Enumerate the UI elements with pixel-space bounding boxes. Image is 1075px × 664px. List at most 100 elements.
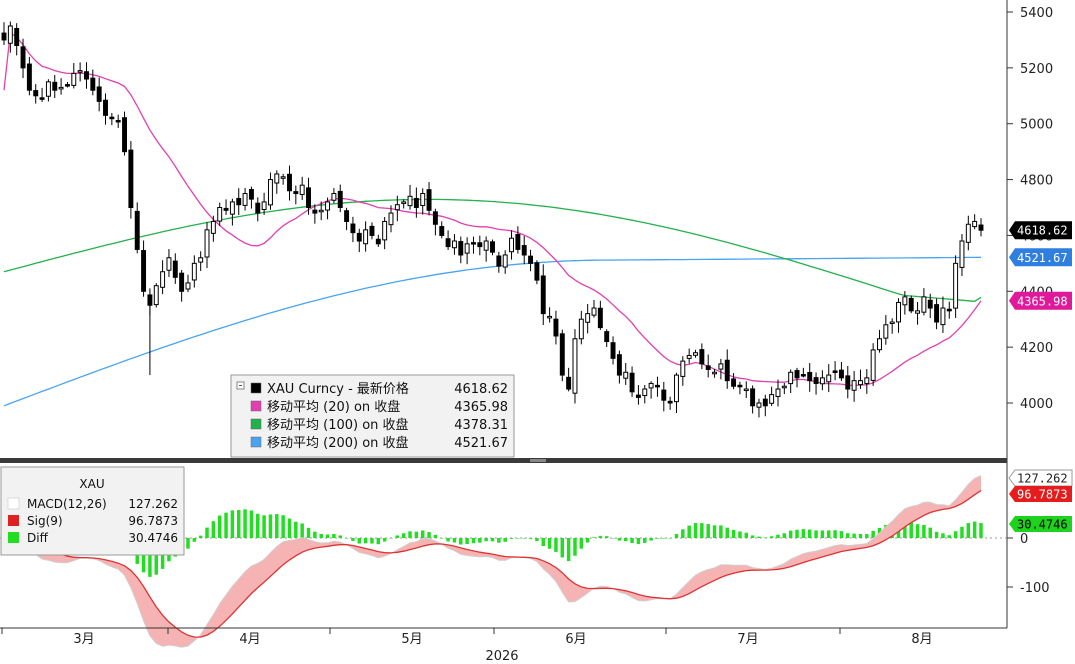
legend-series-value: 4618.62 — [454, 382, 508, 397]
y-tick-label: 0 — [1020, 532, 1028, 547]
candle — [667, 396, 673, 410]
candle-body — [737, 384, 743, 388]
histogram-bar — [643, 538, 647, 543]
histogram-bar — [490, 538, 495, 542]
candle-body — [103, 99, 108, 116]
histogram-bar — [497, 538, 501, 543]
candle — [566, 367, 572, 392]
candle — [287, 165, 292, 201]
candle-body — [915, 310, 921, 314]
legend-swatch — [7, 497, 20, 510]
histogram-bar — [725, 527, 729, 538]
candle — [356, 228, 362, 253]
legend-series-name: XAU Curncy - 最新价格 — [267, 381, 409, 397]
candle-body — [705, 365, 711, 370]
histogram-bar — [801, 529, 806, 538]
histogram-bar — [503, 538, 507, 542]
candle — [870, 343, 876, 386]
candle — [242, 187, 248, 211]
ma200-path — [3, 256, 982, 407]
histogram-bar — [668, 538, 672, 539]
candle — [946, 301, 952, 319]
macd-tag-shape — [1008, 469, 1073, 487]
candle-body — [242, 193, 248, 206]
candle-body — [45, 81, 51, 97]
divider-grip[interactable] — [530, 459, 546, 462]
candle — [90, 69, 96, 96]
candle-body — [509, 237, 514, 253]
candle-body — [261, 201, 267, 210]
candle-body — [185, 282, 191, 290]
histogram-bar — [566, 538, 571, 562]
candle-body — [236, 197, 242, 206]
macd-legend-box — [0, 466, 185, 556]
candle — [451, 234, 457, 255]
candle-body — [369, 225, 375, 236]
candle-body — [115, 119, 121, 123]
candle — [26, 56, 32, 96]
candle — [972, 214, 978, 230]
candle — [122, 111, 128, 156]
histogram-bar — [833, 530, 837, 538]
price-tag-label: 4365.98 — [1017, 294, 1068, 308]
candle-body — [217, 207, 223, 222]
histogram-bar — [681, 529, 685, 538]
histogram-bar — [979, 523, 983, 538]
candle — [845, 365, 851, 399]
candle-body — [534, 262, 540, 281]
panel-divider[interactable] — [0, 458, 1007, 463]
candle — [280, 173, 286, 185]
histogram-bar — [528, 538, 533, 539]
candle-body — [699, 349, 705, 365]
histogram-bar — [776, 534, 780, 538]
histogram-bar — [757, 536, 761, 538]
candle-body — [654, 384, 660, 388]
histogram-bar — [287, 518, 292, 538]
candle — [141, 240, 147, 297]
candle — [496, 251, 502, 273]
histogram-bar — [243, 509, 247, 538]
histogram-bar — [217, 515, 222, 538]
histogram-bar — [922, 524, 926, 538]
candle-body — [959, 240, 965, 268]
candle-body — [160, 271, 166, 288]
histogram-bar — [389, 538, 393, 539]
histogram-bar — [211, 521, 216, 538]
candle — [572, 329, 578, 404]
candle — [471, 236, 476, 254]
candle — [115, 114, 121, 128]
candle-body — [33, 90, 39, 97]
histogram-bar — [408, 531, 412, 538]
histogram-bar — [592, 537, 596, 538]
candle-body — [889, 321, 895, 325]
price-legend[interactable]: XAU Curncy - 最新价格 4618.62 移动平均 (20) on 收盘 4… — [230, 374, 515, 458]
histogram-bar — [376, 538, 381, 545]
candle — [420, 188, 426, 215]
price-tag-shape — [1009, 291, 1072, 310]
candle-body — [64, 84, 70, 87]
histogram-bar — [947, 535, 952, 538]
histogram-bar — [236, 510, 241, 538]
histogram-bar — [541, 538, 545, 547]
candle-body — [432, 211, 438, 225]
macd-tag-label: 96.7873 — [1017, 488, 1068, 502]
histogram-bar — [617, 538, 622, 541]
candle-body — [934, 304, 940, 323]
histogram-bar — [814, 530, 818, 538]
candle-body — [210, 220, 216, 234]
candle — [96, 77, 102, 112]
candle — [578, 310, 584, 345]
histogram-bar — [604, 536, 609, 538]
candle — [166, 249, 172, 277]
macd-legend-title: XAU — [79, 477, 104, 491]
candle-body — [172, 260, 178, 278]
candle — [432, 208, 438, 236]
macd-legend[interactable]: XAU MACD(12,26) 127.262 Sig(9) 96.7873 Diff 3… — [0, 466, 185, 556]
candle-body — [464, 243, 470, 254]
histogram-bar — [788, 530, 793, 538]
histogram-bar — [230, 510, 235, 538]
candle — [547, 307, 553, 323]
candle-body — [743, 388, 749, 392]
candle-body — [838, 369, 844, 379]
candle — [813, 372, 819, 395]
